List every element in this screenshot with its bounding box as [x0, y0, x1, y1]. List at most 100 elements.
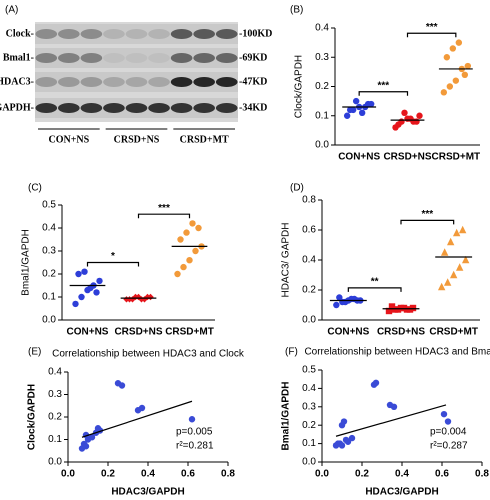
group-label: CRSD+NS [114, 134, 160, 145]
blot-band [125, 29, 148, 39]
significance-bracket [137, 213, 191, 219]
significance-label: *** [426, 22, 438, 33]
point [138, 404, 146, 412]
point [82, 443, 90, 450]
point [413, 118, 420, 125]
point [455, 39, 463, 46]
point [458, 225, 467, 234]
blot-band [170, 29, 193, 39]
point [346, 106, 354, 114]
point [352, 97, 360, 105]
y-tick-label: 0.3 [315, 52, 329, 63]
significance-label: * [111, 251, 115, 262]
blot-band [58, 103, 80, 113]
y-tick-label: 0.8 [302, 195, 316, 206]
y-tick-label: 0.5 [42, 200, 56, 211]
y-axis-label: Bmal1/GAPDH [281, 382, 292, 451]
blot-band [170, 77, 193, 87]
blot-band [193, 77, 215, 87]
point [464, 62, 472, 70]
point [446, 237, 455, 246]
point [437, 282, 446, 291]
y-tick-label: 0.0 [302, 457, 316, 468]
point [348, 295, 355, 303]
blot-band [215, 29, 238, 39]
point [87, 284, 94, 291]
point [400, 304, 408, 312]
point [449, 45, 457, 52]
y-tick-label: 0.0 [315, 140, 329, 151]
blot-band [80, 53, 103, 63]
significance-bracket [400, 219, 455, 225]
size-label: -47KD [239, 76, 267, 87]
protein-label: GAPDH- [0, 102, 34, 113]
y-tick-label: 0.2 [48, 412, 62, 423]
group-label: CON+NS [48, 134, 89, 145]
point [461, 71, 469, 79]
y-tick-label: 0.0 [302, 315, 316, 326]
point [401, 109, 408, 117]
x-tick-label: 0.2 [355, 469, 369, 480]
point [144, 293, 151, 301]
annotation: r²=0.287 [430, 441, 468, 452]
group-label: CRSD+MT [180, 134, 229, 145]
x-tick-label: 0.6 [181, 469, 195, 480]
significance-label: *** [421, 209, 433, 220]
point [372, 379, 380, 387]
size-label: -69KD [239, 52, 267, 63]
x-tick-label: 0.8 [221, 469, 235, 480]
blot-band [103, 29, 125, 39]
significance-bracket [406, 32, 457, 38]
blot-band [125, 53, 148, 63]
point [416, 112, 423, 119]
blot-band [170, 53, 193, 63]
x-tick-label: 0.4 [141, 469, 155, 480]
point [192, 247, 199, 255]
y-tick-label: 0.2 [302, 420, 316, 431]
blot-band [58, 53, 80, 63]
blot-band [215, 53, 238, 63]
x-tick-label: CON+NS [327, 327, 369, 338]
significance-label: *** [377, 80, 389, 91]
blot-band [193, 29, 215, 39]
y-tick-label: 0.3 [48, 389, 62, 400]
y-tick-label: 0.2 [315, 81, 329, 92]
y-tick-label: 0.2 [302, 285, 316, 296]
panel-label: (C) [28, 183, 42, 194]
point [388, 303, 396, 310]
blot-band [193, 103, 215, 113]
y-tick-label: 0.1 [315, 110, 329, 121]
point [446, 83, 454, 90]
y-tick-label: 0.5 [302, 365, 316, 376]
y-tick-label: 0.0 [42, 315, 56, 326]
point [186, 257, 193, 264]
point [364, 100, 372, 108]
blot-band [193, 53, 215, 63]
point [348, 434, 356, 442]
point [443, 278, 452, 286]
point [461, 255, 470, 264]
blot-band [35, 103, 58, 113]
panel-label: (D) [290, 183, 304, 194]
x-tick-label: CRSD+NS [383, 152, 431, 163]
annotation: p=0.005 [176, 427, 213, 438]
x-axis-label: HDAC3/GAPDH [111, 487, 184, 498]
blot-band [170, 103, 193, 113]
y-tick-label: 0.6 [302, 225, 316, 236]
x-tick-label: 0.2 [101, 469, 115, 480]
blot-band [80, 77, 103, 87]
y-tick-label: 0.0 [48, 457, 62, 468]
panel-label: (E) [28, 347, 41, 358]
panel-label: (B) [290, 5, 303, 16]
y-tick-label: 0.1 [302, 438, 316, 449]
x-tick-label: CRSD+NS [377, 327, 425, 338]
x-tick-label: 0.8 [475, 469, 489, 480]
annotation: r²=0.281 [176, 441, 214, 452]
trendline [81, 400, 193, 438]
blot-band [215, 103, 238, 113]
y-tick-label: 0.1 [42, 292, 56, 303]
point [118, 382, 126, 389]
x-tick-label: CRSD+MT [432, 152, 481, 163]
point [343, 112, 351, 119]
